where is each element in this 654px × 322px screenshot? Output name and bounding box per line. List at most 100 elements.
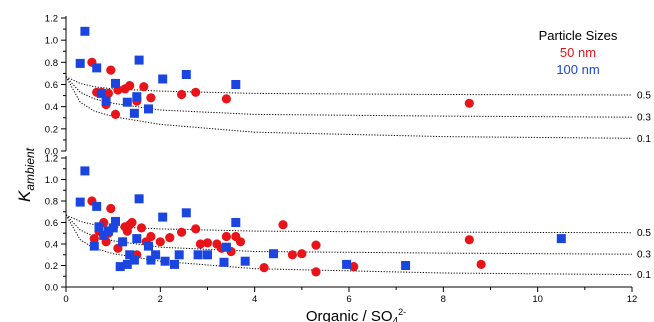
data-point-100nm xyxy=(181,70,191,79)
data-point-100nm xyxy=(158,74,168,84)
data-point-100nm xyxy=(221,242,231,252)
data-point-50nm xyxy=(191,87,201,97)
x-tick-label: 6 xyxy=(346,294,351,305)
data-point-100nm xyxy=(108,223,118,233)
data-point-100nm xyxy=(158,212,168,222)
data-point-50nm xyxy=(259,263,269,273)
data-point-100nm xyxy=(118,237,128,247)
data-point-50nm xyxy=(297,249,307,259)
data-point-100nm xyxy=(193,250,203,260)
data-point-50nm xyxy=(146,231,156,242)
data-point-100nm xyxy=(89,241,99,251)
data-point-50nm xyxy=(221,94,231,104)
data-point-100nm xyxy=(115,262,125,272)
data-point-100nm xyxy=(94,222,104,232)
data-point-50nm xyxy=(191,224,201,234)
data-point-100nm xyxy=(99,230,109,240)
data-point-100nm xyxy=(92,63,102,73)
data-point-100nm xyxy=(75,197,85,207)
y-axis-label: Kambient xyxy=(15,147,37,202)
y-tick-label: 1.0 xyxy=(45,36,58,47)
x-tick-label: 2 xyxy=(158,294,163,305)
data-point-100nm xyxy=(556,234,566,244)
legend-title: Particle Sizes xyxy=(539,28,618,43)
data-point-100nm xyxy=(134,194,144,204)
y-tick-label: 0.0 xyxy=(45,147,58,158)
data-point-50nm xyxy=(177,227,187,237)
data-point-100nm xyxy=(144,241,153,251)
y-tick-label: 0.6 xyxy=(45,218,58,229)
data-point-50nm xyxy=(110,109,121,119)
y-tick-label: 1.2 xyxy=(45,14,58,25)
x-tick-label: 0 xyxy=(63,294,68,305)
data-point-100nm xyxy=(111,78,120,88)
data-point-100nm xyxy=(240,256,250,266)
data-point-50nm xyxy=(165,233,175,243)
y-tick-label: 0.6 xyxy=(45,80,58,91)
panel-top: 0.0 0.2 0.4 0.6 0.8 1.0 1.2 0.5 0.3 0.1 xyxy=(45,14,652,158)
data-point-100nm xyxy=(129,108,139,118)
data-point-100nm xyxy=(342,259,352,269)
data-point-100nm xyxy=(231,218,241,227)
data-point-100nm xyxy=(122,259,132,269)
panel-bottom: 0.0 0.2 0.4 0.6 0.8 1.0 1.2 0.5 0.3 0.1 xyxy=(45,154,652,294)
legend-entry-100nm: 100 nm xyxy=(556,62,599,77)
reference-curve-label: 0.3 xyxy=(637,250,651,261)
reference-curve-label: 0.5 xyxy=(637,228,651,239)
data-point-50nm xyxy=(476,259,486,269)
data-point-100nm xyxy=(96,88,106,98)
legend: Particle Sizes 50 nm 100 nm xyxy=(539,28,618,77)
data-point-100nm xyxy=(103,226,113,236)
data-point-50nm xyxy=(278,220,288,230)
data-point-100nm xyxy=(92,201,102,211)
data-point-100nm xyxy=(80,26,90,36)
data-point-100nm xyxy=(132,234,142,244)
data-point-50nm xyxy=(89,234,99,244)
y-tick-label: 1.2 xyxy=(45,154,58,165)
data-point-100nm xyxy=(134,55,144,65)
data-point-50nm xyxy=(221,231,231,242)
data-point-100nm xyxy=(203,250,212,260)
x-tick-label: 4 xyxy=(252,294,257,305)
data-point-100nm xyxy=(231,80,241,89)
data-point-100nm xyxy=(219,257,229,267)
data-point-50nm xyxy=(349,262,359,272)
data-point-100nm xyxy=(101,96,111,106)
y-tick-label: 0.8 xyxy=(45,58,58,69)
reference-curve-0.5 xyxy=(65,214,633,234)
legend-entry-50nm: 50 nm xyxy=(560,45,596,60)
y-tick-label: 1.0 xyxy=(45,175,58,186)
reference-curve-0.1 xyxy=(65,214,633,276)
x-axis-label: Organic / SO42- xyxy=(306,307,406,322)
y-tick-label: 0.4 xyxy=(45,102,58,113)
data-point-50nm xyxy=(177,89,187,100)
data-point-50nm xyxy=(146,93,156,103)
reference-curve-label: 0.1 xyxy=(637,270,651,281)
data-point-50nm xyxy=(127,217,137,228)
data-point-50nm xyxy=(103,88,113,98)
data-point-50nm xyxy=(202,238,213,248)
data-point-100nm xyxy=(132,92,142,102)
data-point-50nm xyxy=(464,235,474,245)
y-tick-label: 0.2 xyxy=(45,261,58,272)
y-tick-label: 0.0 xyxy=(45,283,58,294)
data-point-50nm xyxy=(155,237,165,247)
data-point-100nm xyxy=(151,250,161,260)
data-point-100nm xyxy=(269,249,278,259)
x-tick-label: 12 xyxy=(627,294,638,305)
data-point-50nm xyxy=(195,239,205,249)
data-point-100nm xyxy=(146,255,156,265)
data-point-100nm xyxy=(80,166,90,176)
y-tick-label: 0.2 xyxy=(45,124,58,135)
y-tick-label: 0.4 xyxy=(45,240,58,251)
x-axis: 0 2 4 6 8 10 12 xyxy=(63,286,638,305)
reference-curve-label: 0.1 xyxy=(637,134,651,145)
data-point-100nm xyxy=(170,259,179,269)
reference-curve-label: 0.3 xyxy=(637,113,651,124)
data-point-50nm xyxy=(139,82,149,92)
data-point-100nm xyxy=(181,208,191,218)
data-point-100nm xyxy=(75,58,85,68)
data-point-50nm xyxy=(287,250,297,260)
data-point-100nm xyxy=(401,261,411,270)
